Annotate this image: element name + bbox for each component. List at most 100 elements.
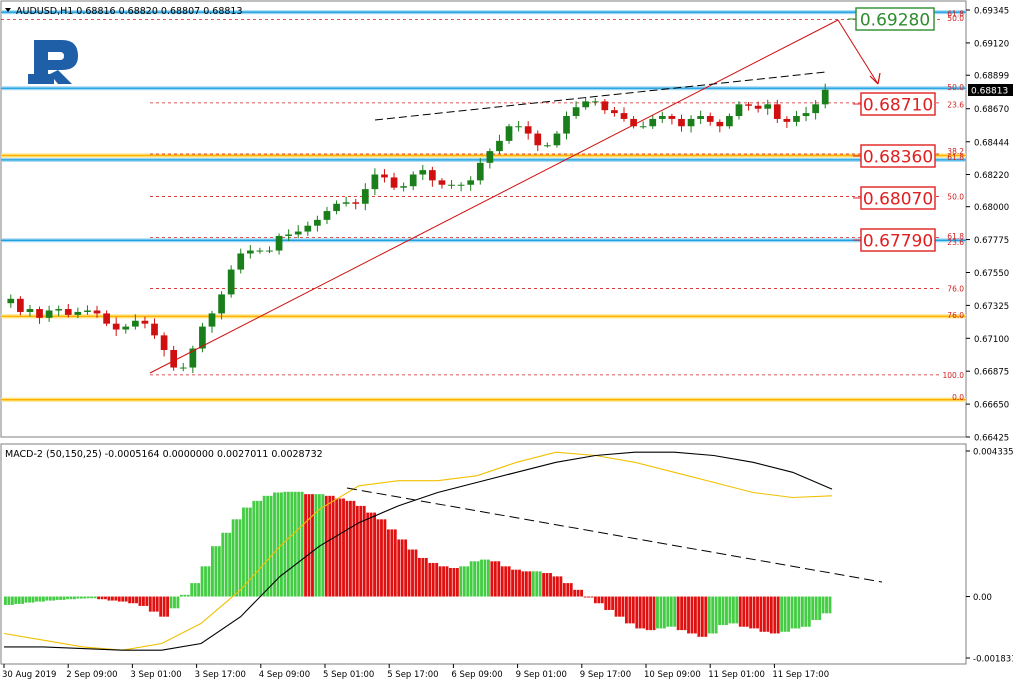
price-tick-label: 0.68000 — [974, 203, 1009, 213]
macd-bar — [62, 596, 66, 600]
macd-bar — [524, 571, 528, 597]
candle-bull — [563, 116, 570, 134]
macd-bar — [169, 596, 173, 609]
candle-bull — [304, 225, 312, 232]
macd-bar — [507, 566, 511, 597]
macd-bar — [604, 596, 608, 610]
macd-bar — [700, 596, 704, 637]
trend-lines — [149, 19, 881, 374]
macd-bar — [393, 529, 397, 597]
macd-panel — [0, 443, 967, 665]
candle-bear — [390, 177, 398, 188]
macd-bar — [352, 500, 356, 597]
time-label: 2 Sep 09:00 — [66, 670, 117, 680]
candle-bear — [534, 133, 542, 146]
macd-lines — [3, 451, 883, 651]
time-axis: 30 Aug 2019 2 Sep 09:00 3 Sep 01:00 3 Sep 1… — [2, 664, 829, 680]
macd-bar — [145, 596, 149, 606]
candle-bear — [381, 174, 388, 178]
macd-bar — [452, 567, 456, 597]
macd-bar — [583, 596, 587, 598]
candle-bear — [716, 121, 724, 127]
macd-bar — [514, 569, 518, 597]
macd-bar — [487, 559, 490, 597]
candle-bull — [342, 202, 350, 204]
candle-bear — [620, 113, 628, 119]
macd-bar — [669, 596, 673, 627]
arrow-head-icon — [869, 72, 881, 85]
macd-bar — [469, 561, 473, 597]
macd-bar — [41, 596, 45, 602]
macd-bar — [397, 539, 401, 597]
price-tick-label: 0.69120 — [974, 39, 1009, 49]
macd-bar — [569, 583, 573, 597]
macd-bar — [649, 596, 652, 631]
price-tick-label: 0.69345 — [974, 7, 1009, 17]
macd-bar — [531, 571, 535, 597]
macd-bar — [179, 594, 183, 597]
candle-bull — [457, 184, 465, 186]
candle-bull — [400, 186, 407, 188]
fib-label: 38.2 — [947, 147, 964, 156]
macd-bar — [386, 529, 390, 597]
macd-bar — [545, 573, 549, 597]
price-tick-label: 0.67550 — [974, 269, 1009, 279]
macd-bar — [442, 566, 445, 597]
macd-bar — [38, 596, 42, 602]
macd-bar — [566, 583, 570, 597]
fib-label: 50.0 — [947, 192, 964, 201]
macd-bar — [273, 492, 276, 597]
current-price: 0.68813 — [971, 87, 1008, 97]
price-tick-label: 0.67325 — [974, 302, 1009, 312]
price-tick-label: 0.66875 — [974, 368, 1009, 378]
candle-bull — [179, 367, 187, 369]
macd-bar — [7, 596, 11, 605]
macd-bar — [297, 491, 301, 597]
macd-bar — [200, 566, 204, 597]
macd-bar — [35, 596, 38, 602]
rising-trend-line — [149, 19, 839, 374]
macd-bar — [735, 596, 739, 624]
price-tick-label: 0.66425 — [974, 434, 1009, 444]
macd-bar — [307, 494, 311, 597]
macd-bar — [231, 519, 235, 597]
macd-bar — [759, 596, 763, 632]
macd-bar — [535, 571, 539, 597]
candle-bull — [74, 311, 82, 315]
price-tick-label: 0.68899 — [974, 72, 1009, 82]
candle-bull — [476, 162, 484, 181]
macd-bar — [828, 596, 832, 614]
macd-bar — [207, 566, 211, 597]
macd-axis: 0.0043352 0.00 -0.001831 — [966, 448, 1013, 665]
macd-bar — [369, 512, 373, 597]
macd-bar — [607, 596, 611, 610]
macd-bar — [462, 566, 466, 597]
macd-bar — [204, 566, 207, 597]
macd-bar — [45, 596, 49, 601]
candle-bear — [601, 101, 609, 111]
macd-bar — [521, 571, 525, 597]
fib-label: 23.6 — [947, 100, 964, 109]
macd-bar — [362, 505, 366, 597]
macd-bar — [704, 596, 708, 637]
dropdown-icon[interactable] — [5, 8, 11, 12]
macd-bar — [349, 500, 352, 597]
macd-bar — [725, 596, 728, 626]
candle-bear — [36, 309, 43, 318]
candle-bull — [419, 170, 427, 175]
macd-bar — [59, 596, 63, 600]
candle-bear — [151, 323, 158, 336]
macd-bar — [304, 494, 307, 597]
time-label: 5 Sep 17:00 — [387, 670, 438, 680]
fib-label: 50.0 — [947, 14, 964, 23]
macd-bar — [248, 507, 252, 597]
macd-bar — [714, 596, 718, 634]
macd-bar — [538, 571, 542, 597]
macd-bar — [269, 495, 273, 597]
macd-bar — [245, 507, 249, 597]
candle-bull — [7, 298, 15, 304]
candle-bull — [553, 133, 561, 146]
macd-bar — [300, 491, 304, 597]
macd-bar — [728, 596, 732, 624]
fib-label: 23.6 — [947, 238, 964, 247]
